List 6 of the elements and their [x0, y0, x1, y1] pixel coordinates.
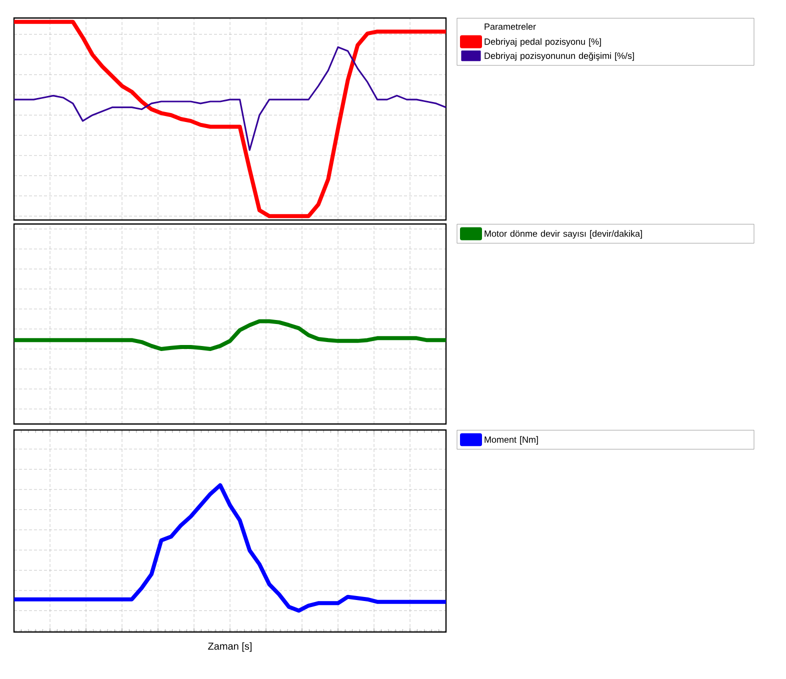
legend-label: Motor dönme devir sayısı [devir/dakika]	[484, 230, 642, 239]
legend-label: Debriyaj pedal pozisyonu [%]	[484, 38, 601, 47]
legend-title: Parametreler	[484, 23, 536, 30]
legend-label: Debriyaj pozisyonunun değişimi [%/s]	[484, 52, 634, 61]
x-axis-title: Zaman [s]	[208, 642, 252, 652]
legend-label: Moment [Nm]	[484, 436, 538, 445]
